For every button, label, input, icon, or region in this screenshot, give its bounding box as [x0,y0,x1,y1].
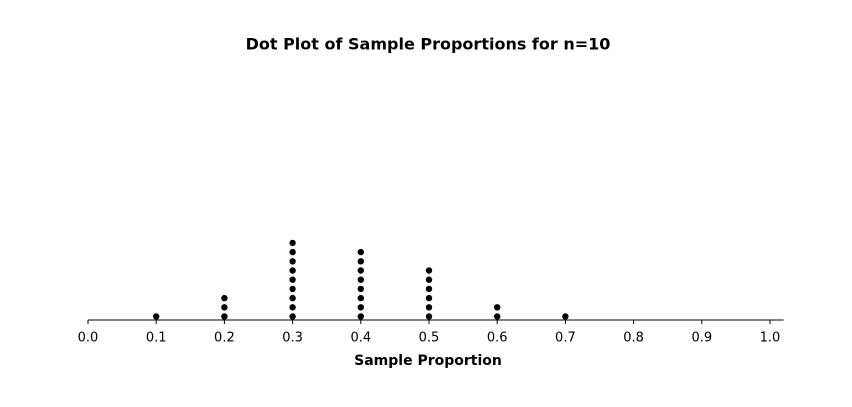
dot [494,304,501,311]
x-tick-label: 0.8 [623,331,644,346]
dot [289,248,296,256]
dot [357,285,364,293]
dot [357,258,364,265]
x-tick-label: 0.4 [350,331,371,346]
dot [289,267,296,274]
dot [562,313,569,320]
dot [425,294,433,302]
x-tick-label: 0.3 [282,331,303,346]
dot [289,285,296,293]
dot [357,304,364,311]
dot [425,285,433,293]
dot [494,313,501,320]
dot [425,276,433,283]
dot [425,267,433,274]
dot [289,276,296,283]
dot [289,258,296,265]
dot [289,294,296,302]
dot [357,276,364,283]
x-tick-label: 0.7 [555,331,576,346]
dot [289,239,296,247]
dot [425,304,433,311]
chart-title: Dot Plot of Sample Proportions for n=10 [246,35,611,54]
dot [289,304,296,311]
dot [153,313,160,320]
x-tick-label: 0.0 [78,331,99,346]
dot [357,248,364,256]
dot [289,313,296,320]
x-tick-label: 0.9 [691,331,712,346]
x-tick-label: 1.0 [760,331,781,346]
x-tick-label: 0.5 [419,331,440,346]
dot [357,294,364,302]
x-tick-label: 0.6 [487,331,508,346]
dot [221,294,228,302]
dot [425,313,433,320]
x-tick-label: 0.2 [214,331,235,346]
x-axis-label: Sample Proportion [354,353,502,369]
x-tick-label: 0.1 [146,331,167,346]
dot [357,313,364,320]
dot [221,313,228,320]
dot [357,267,364,274]
dot [221,304,228,311]
